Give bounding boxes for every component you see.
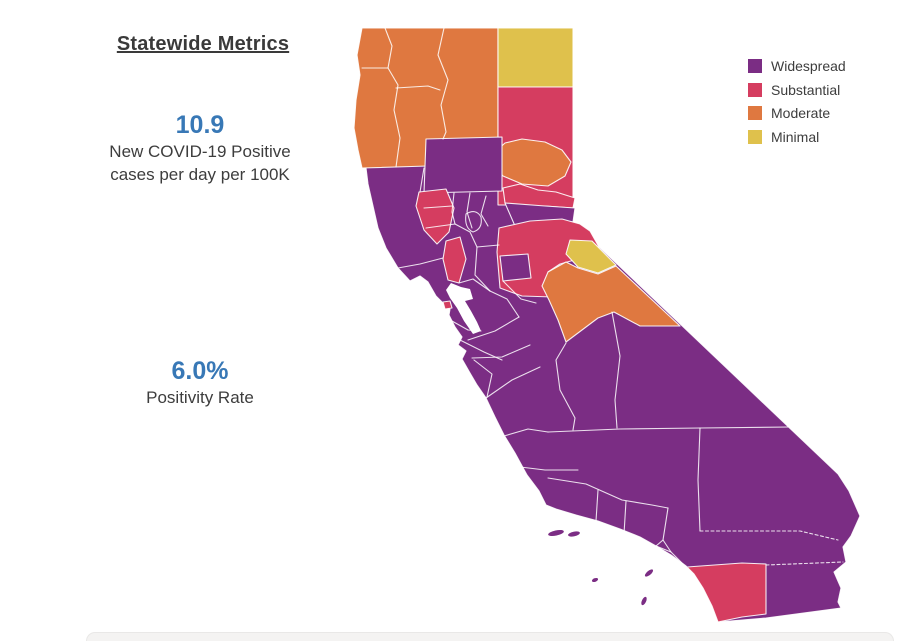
map-region-east-sierra-moderate[interactable] [541, 261, 681, 343]
legend-label-substantial: Substantial [771, 81, 841, 98]
bay-water [446, 283, 481, 334]
metric-positivity: 6.0% Positivity Rate [50, 356, 350, 409]
legend-label-moderate: Moderate [771, 105, 831, 121]
legend-swatch-moderate [748, 106, 762, 120]
map-region-lake-substantial[interactable] [415, 188, 455, 245]
legend-swatch-substantial [748, 82, 762, 97]
metric-new-cases-label-line2: cases per day per 100K [110, 165, 290, 184]
legend-swatch-widespread [748, 59, 762, 73]
metric-positivity-value: 6.0% [171, 357, 229, 385]
metric-new-cases: 10.9 New COVID-19 Positive cases per day… [50, 110, 350, 186]
bottom-card-edge [86, 632, 894, 641]
legend-label-widespread: Widespread [771, 58, 846, 74]
map-region-north-valley-widespread[interactable] [423, 136, 503, 194]
map-region-northeast-minimal[interactable] [497, 27, 574, 88]
metric-new-cases-label-line1: New COVID-19 Positive [109, 142, 291, 161]
legend-item-moderate: Moderate [748, 105, 846, 121]
metric-new-cases-value: 10.9 [175, 111, 225, 139]
legend-item-widespread: Widespread [748, 58, 846, 74]
map-region-sierra-pocket-widespread[interactable] [499, 253, 532, 282]
legend-swatch-minimal [748, 129, 762, 144]
legend-label-minimal: Minimal [771, 128, 820, 145]
map-region-south-coast-substantial[interactable] [686, 562, 767, 623]
page-title: Statewide Metrics [116, 33, 290, 55]
map-region-alpine-minimal[interactable] [565, 239, 617, 274]
channel-islands [548, 529, 654, 606]
legend-item-minimal: Minimal [748, 128, 846, 145]
map-legend: Widespread Substantial Moderate Minimal [748, 58, 846, 153]
metric-positivity-label: Positivity Rate [146, 388, 254, 407]
county-border-lines [361, 27, 844, 566]
map-region-bay-city-substantial[interactable] [442, 300, 453, 310]
legend-item-substantial: Substantial [748, 81, 846, 98]
